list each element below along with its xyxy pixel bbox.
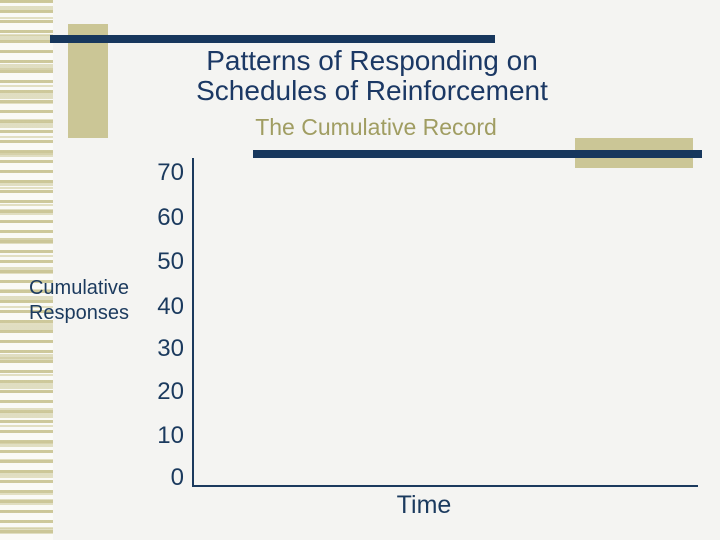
y-axis-line xyxy=(192,158,194,487)
subtitle-divider-bar xyxy=(253,150,702,158)
y-tick-label: 0 xyxy=(170,464,184,491)
y-tick-label: 60 xyxy=(157,204,184,231)
y-tick-label: 30 xyxy=(157,335,184,362)
slide-title: Patterns of Responding on Schedules of R… xyxy=(196,45,548,106)
y-tick-label: 50 xyxy=(157,248,184,275)
x-axis-title: Time xyxy=(396,491,452,519)
y-tick-label: 70 xyxy=(157,159,184,186)
y-tick-label: 40 xyxy=(157,293,184,320)
title-divider-bar xyxy=(50,35,495,43)
top-left-accent-rectangle xyxy=(68,24,108,138)
left-stripe-decoration xyxy=(0,0,53,540)
y-tick-label: 10 xyxy=(157,422,184,449)
y-tick-label: 20 xyxy=(157,378,184,405)
slide-subtitle: The Cumulative Record xyxy=(255,114,497,140)
x-axis-line xyxy=(192,485,698,487)
y-axis-title: Cumulative Responses xyxy=(28,277,130,324)
